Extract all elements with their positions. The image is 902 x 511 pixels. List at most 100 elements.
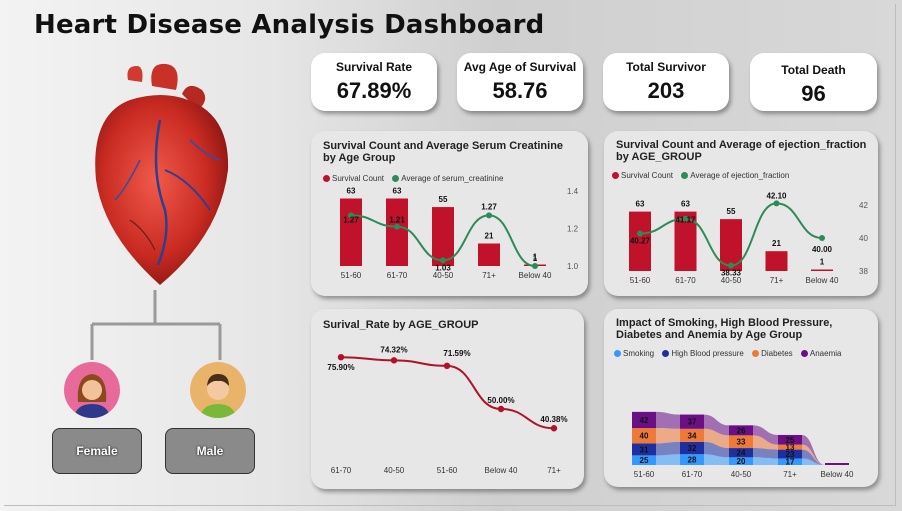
stacked-segment — [825, 463, 849, 465]
kpi-label: Total Death — [781, 63, 846, 77]
x-tick-label: 71+ — [770, 276, 784, 285]
chart-title: Survival Count and Average Serum Creatin… — [323, 140, 564, 164]
legend-label: Anaemia — [809, 349, 842, 358]
kpi-label: Survival Rate — [335, 60, 413, 74]
segment-value-label: 33 — [737, 438, 746, 447]
survival-count-bar — [629, 211, 651, 271]
legend-item: Average of ejection_fraction — [681, 171, 789, 180]
survival-count-bar — [432, 207, 454, 266]
segment-value-label: 34 — [688, 431, 697, 440]
bar-value-label: 63 — [636, 200, 645, 209]
segment-value-label: 17 — [786, 458, 795, 467]
legend-label: Survival Count — [621, 171, 674, 180]
segment-value-label: 25 — [786, 436, 795, 445]
legend-item: Diabetes — [752, 349, 793, 358]
stacked-segment — [632, 443, 656, 456]
survival-count-bar — [674, 211, 697, 271]
stacked-segment — [729, 425, 753, 436]
x-tick-label: Below 40 — [519, 271, 552, 280]
legend-item: Survival Count — [612, 171, 673, 180]
bar-value-label: 63 — [681, 200, 690, 209]
creatinine-chart-panel: Survival Count and Average Serum Creatin… — [311, 131, 588, 296]
legend-dot — [614, 350, 621, 357]
survival-count-bar — [478, 243, 500, 266]
average-value-label: 1.27 — [343, 215, 359, 224]
bar-value-label: 21 — [772, 239, 781, 248]
average-point — [532, 263, 538, 269]
ribbon-diabetes — [704, 428, 729, 449]
y2-tick-label: 1.4 — [567, 187, 579, 196]
y2-tick-label: 1.0 — [567, 262, 579, 271]
stacked-segment — [680, 441, 704, 455]
legend-dot — [800, 350, 808, 357]
average-point — [440, 257, 446, 264]
segment-value-label: 37 — [688, 418, 697, 427]
kpi-label: Total Survivor — [626, 60, 706, 74]
segment-value-label: 24 — [737, 449, 746, 458]
segment-value-label: 25 — [640, 456, 649, 465]
stacked-segment — [778, 444, 802, 450]
x-tick-label: Below 40 — [485, 466, 518, 475]
average-value-label: 40.27 — [630, 237, 651, 246]
male-filter-button[interactable]: Male — [165, 428, 255, 474]
bar-value-label: 1 — [820, 258, 825, 267]
legend-dot — [662, 350, 670, 357]
bar-value-label: 55 — [727, 207, 736, 216]
survival-rate-line — [340, 356, 555, 430]
legend-label: High Blood pressure — [671, 349, 744, 358]
survival-rate-label: 50.00% — [487, 396, 514, 405]
chart-legend: Survival Count Average of ejection_fract… — [612, 171, 795, 180]
segment-value-label: 26 — [737, 426, 746, 435]
average-point — [637, 230, 643, 237]
tree-connector — [90, 290, 222, 360]
x-tick-label: 61-70 — [675, 276, 696, 285]
x-tick-label: 61-70 — [387, 271, 408, 280]
survival-rate-point — [497, 405, 505, 413]
survival-rate-label: 40.38% — [540, 415, 567, 424]
ribbon-diabetes — [656, 428, 680, 444]
ribbon-anaemia — [704, 414, 729, 436]
female-filter-button[interactable]: Female — [52, 428, 142, 474]
segment-value-label: 20 — [737, 457, 746, 466]
legend-label: Smoking — [623, 349, 655, 358]
average-value-label: 1 — [533, 254, 538, 263]
chart-legend: Survival Count Average of serum_creatini… — [323, 174, 509, 183]
survival-rate-point — [390, 357, 398, 364]
x-tick-label: 71+ — [547, 466, 561, 475]
x-tick-label: 51-60 — [634, 470, 655, 479]
y2-tick-label: 40 — [859, 234, 868, 243]
legend-item: High Blood pressure — [662, 349, 744, 358]
average-point — [773, 200, 780, 207]
segment-value-label: 28 — [688, 456, 697, 465]
female-avatar — [64, 362, 120, 418]
survival-count-bar — [386, 198, 408, 266]
kpi-avg-age-card: Avg Age of Survival 58.76 — [457, 53, 583, 111]
survival-count-bar — [720, 219, 742, 271]
x-tick-label: 71+ — [783, 470, 797, 479]
legend-label: Survival Count — [332, 174, 385, 183]
average-point — [348, 212, 354, 219]
average-line — [350, 214, 536, 267]
legend-dot — [392, 175, 400, 182]
average-value-label: 38.33 — [721, 269, 742, 278]
kpi-value: 67.89% — [336, 78, 412, 103]
legend-dot — [752, 350, 760, 357]
x-tick-label: 51-60 — [437, 466, 458, 475]
stacked-segment — [729, 448, 753, 458]
survival-count-bar — [340, 198, 362, 266]
average-point — [819, 235, 825, 241]
legend-item: Average of serum_creatinine — [392, 174, 503, 183]
ribbon-anaemia — [753, 425, 778, 445]
average-value-label: 1.03 — [435, 263, 451, 272]
average-value-label: 41.17 — [675, 216, 696, 225]
bar-value-label: 55 — [439, 195, 448, 204]
survival-rate-chart-panel: Surival_Rate by AGE_GROUP 75.90% 61-70 74.… — [311, 309, 584, 489]
segment-value-label: 40 — [640, 432, 649, 441]
risk-factors-chart-panel: Impact of Smoking, High Blood Pressure, … — [604, 309, 878, 487]
chart-title: Surival_Rate by AGE_GROUP — [323, 319, 479, 331]
survival-count-bar — [811, 269, 833, 271]
male-avatar — [190, 362, 246, 418]
stacked-segment — [778, 434, 802, 445]
kpi-total-death-card: Total Death 96 — [750, 53, 877, 111]
x-tick-label: Below 40 — [806, 276, 839, 285]
